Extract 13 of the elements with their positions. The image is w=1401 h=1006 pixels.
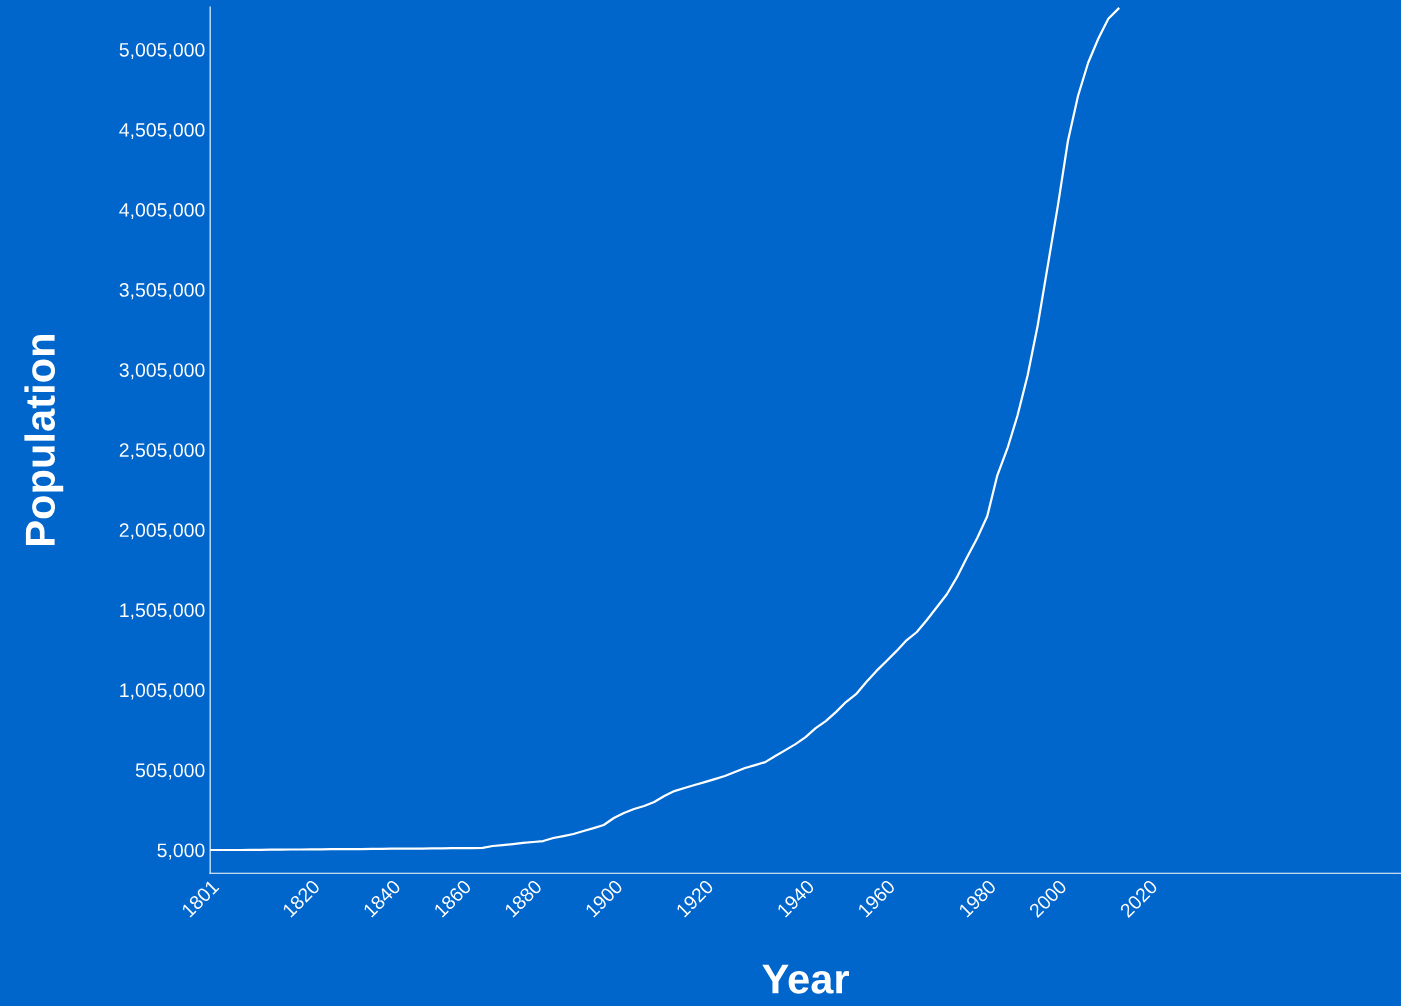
y-tick-label: 505,000	[135, 763, 205, 780]
y-tick-label: 5,005,000	[119, 42, 205, 59]
y-axis-title: Population	[24, 335, 64, 545]
x-axis-title: Year	[762, 964, 849, 994]
y-tick-label: 1,505,000	[120, 603, 205, 620]
y-tick-label: 2,005,000	[119, 523, 205, 540]
y-tick-label: 3,505,000	[119, 283, 205, 300]
y-tick-label: 4,505,000	[119, 122, 205, 140]
y-tick-label: 1,005,000	[120, 683, 205, 700]
y-tick-label: 4,005,000	[119, 203, 205, 220]
y-tick-label: 3,005,000	[119, 363, 205, 380]
y-tick-label: 2,505,000	[119, 443, 205, 460]
y-tick-label: 5,000	[157, 843, 205, 860]
